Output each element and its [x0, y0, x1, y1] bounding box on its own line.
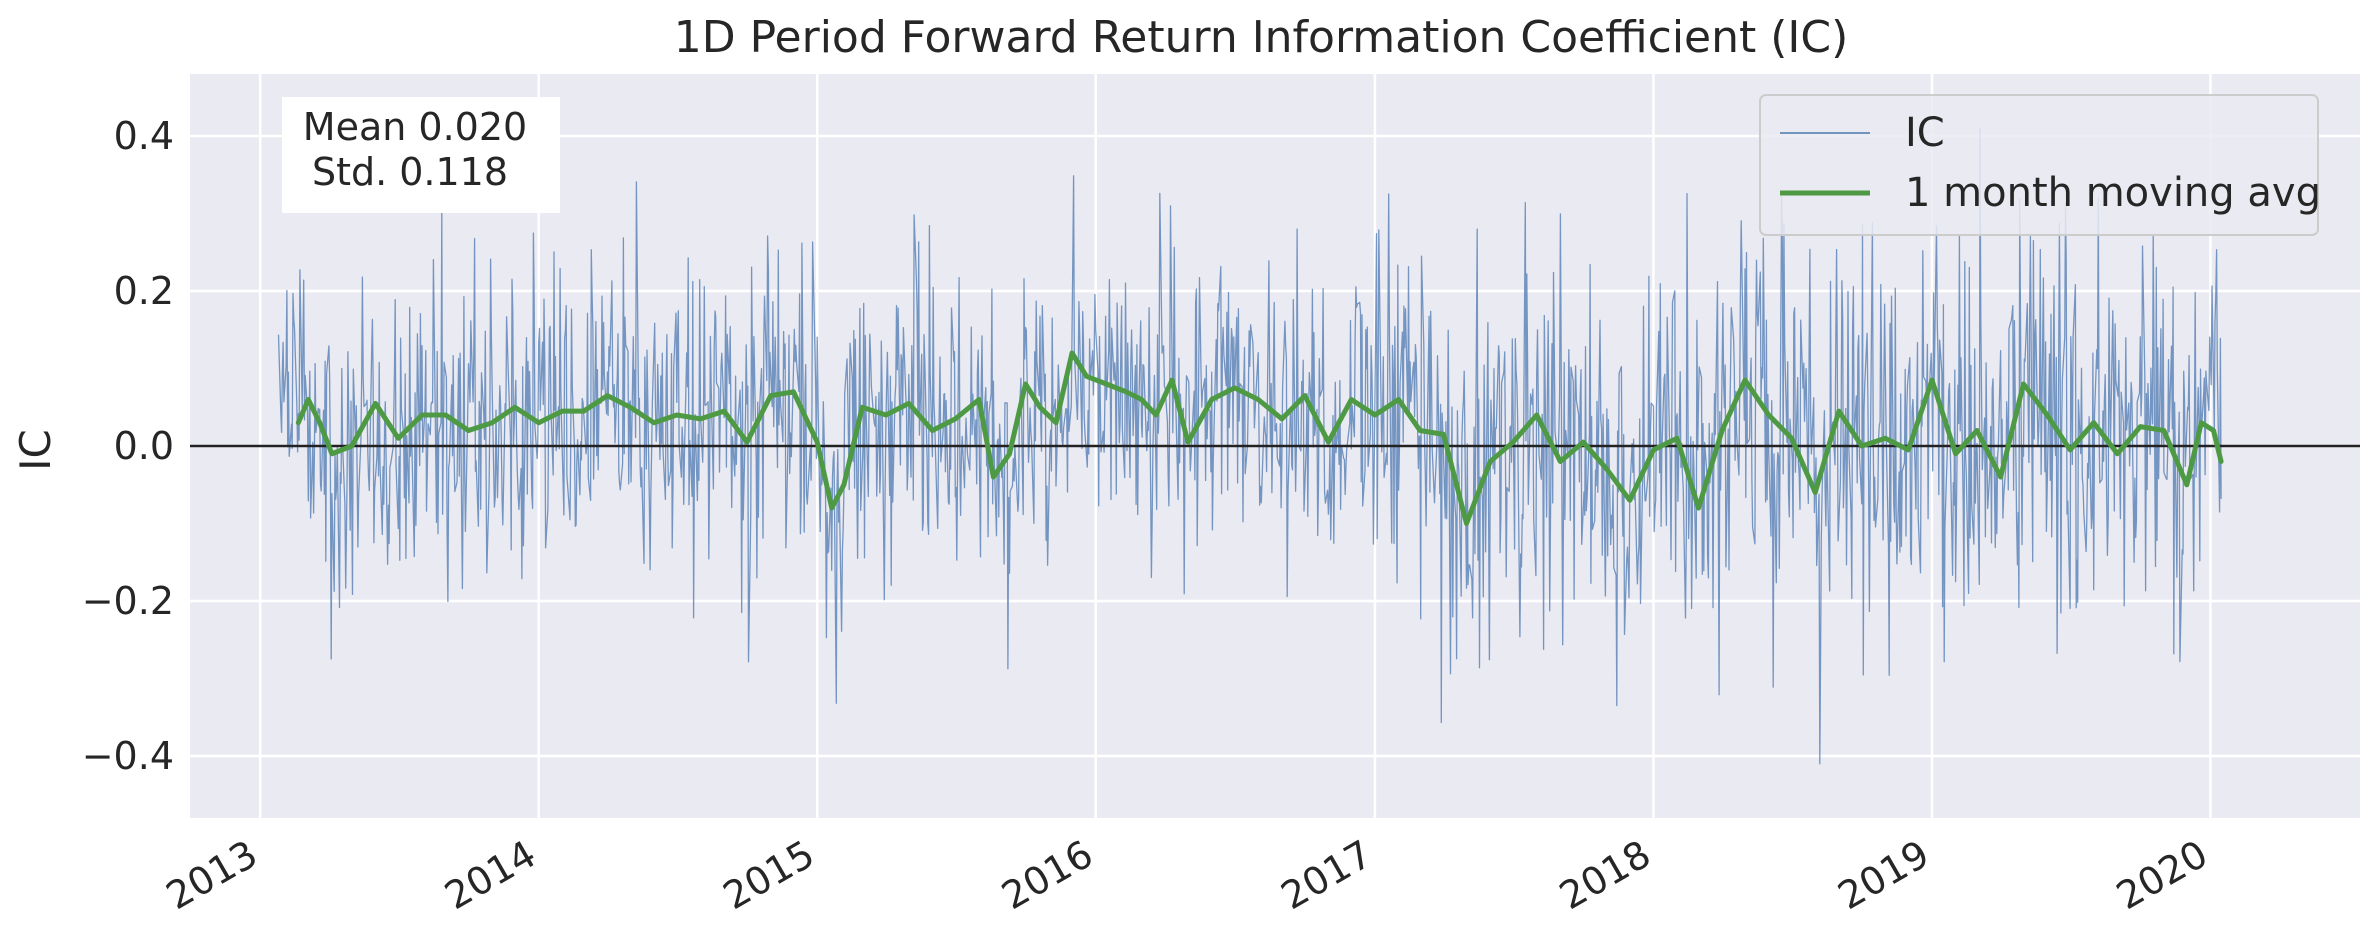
- chart-title: 1D Period Forward Return Information Coe…: [674, 12, 1849, 63]
- legend-frame: [1759, 94, 2319, 236]
- y-axis-label: IC: [11, 429, 60, 471]
- x-tick-label: 2014: [437, 832, 543, 918]
- x-tick-label: 2017: [1274, 832, 1380, 918]
- x-tick-label: 2019: [1831, 832, 1937, 918]
- legend: IC 1 month moving avg: [1759, 94, 2321, 236]
- stats-box-background: [282, 97, 560, 213]
- y-tick-label: 0.4: [114, 114, 174, 158]
- ic-series: [277, 127, 2222, 765]
- stats-mean: Mean 0.020: [303, 105, 527, 149]
- x-tick-label: 2020: [2109, 832, 2215, 918]
- x-axis-ticks: 2013 2014 2015 2016 2017 2018 2019 2020: [159, 832, 2215, 918]
- y-tick-label: −0.2: [82, 579, 174, 623]
- moving-average-line: [295, 350, 2224, 526]
- y-tick-label: −0.4: [82, 734, 174, 778]
- y-tick-label: 0.2: [114, 269, 174, 313]
- y-tick-label: 0.0: [114, 424, 174, 468]
- moving-average-series: [295, 350, 2224, 526]
- x-tick-label: 2018: [1552, 832, 1658, 918]
- y-axis-ticks: −0.4 −0.2 0.0 0.2 0.4: [82, 114, 174, 778]
- legend-ic-label: IC: [1905, 110, 1945, 156]
- ic-line: [277, 127, 2222, 765]
- stats-std: Std. 0.118: [312, 150, 508, 194]
- legend-ma-label: 1 month moving avg: [1905, 170, 2321, 216]
- x-tick-label: 2016: [994, 832, 1100, 918]
- stats-box: Mean 0.020 Std. 0.118: [282, 97, 560, 213]
- x-tick-label: 2015: [716, 832, 822, 918]
- x-tick-label: 2013: [159, 832, 265, 918]
